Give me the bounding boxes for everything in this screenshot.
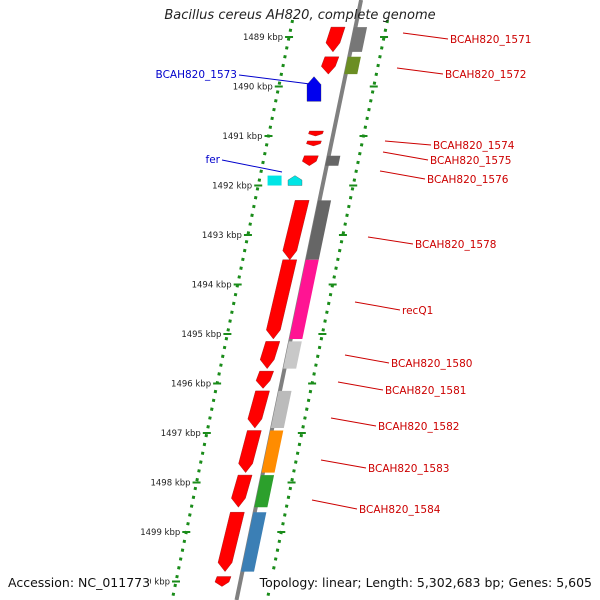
gene-arrow-left[interactable]	[287, 175, 303, 186]
gene-label-left[interactable]: fer	[206, 154, 221, 166]
gene-label-right[interactable]: BCAH820_1576	[427, 174, 509, 186]
gene-label-leader	[367, 236, 414, 245]
gene-label-leader	[311, 499, 358, 510]
gene-annotation-bar	[289, 259, 319, 339]
accession-text: Accession: NC_011773	[8, 575, 151, 591]
gene-label-leader	[221, 159, 283, 173]
gene-label-leader	[396, 67, 444, 75]
gene-annotation-bar	[305, 200, 332, 260]
gene-annotation-bar	[241, 512, 267, 572]
gene-arrow-right[interactable]	[325, 26, 346, 53]
gene-label-leader	[238, 74, 311, 85]
gene-label-right[interactable]: BCAH820_1574	[433, 140, 515, 152]
gene-arrow-right[interactable]	[238, 430, 262, 473]
kbp-tick-label: 1490 kbp	[233, 83, 273, 93]
gene-label-leader	[379, 170, 426, 180]
gene-annotation-bar	[270, 390, 292, 429]
kbp-tick-label: 1499 kbp	[140, 528, 180, 538]
kbp-tick-label: 1498 kbp	[150, 479, 190, 489]
gene-label-right[interactable]: BCAH820_1584	[359, 504, 441, 516]
gene-arrow-right[interactable]	[266, 259, 298, 340]
gene-annotation-bar	[325, 155, 341, 166]
kbp-tick-label: 1496 kbp	[171, 380, 211, 390]
gene-arrow-right[interactable]	[306, 140, 322, 147]
gene-annotation-bar	[283, 341, 302, 369]
gene-arrow-left[interactable]	[306, 76, 322, 102]
gene-label-left[interactable]: BCAH820_1573	[156, 69, 237, 81]
gene-label-leader	[337, 381, 384, 391]
gene-arrow-right[interactable]	[308, 130, 324, 137]
gene-label-right[interactable]: BCAH820_1582	[378, 421, 459, 433]
topology-stats-text: Topology: linear; Length: 5,302,683 bp; …	[259, 575, 592, 591]
gene-feature-box	[267, 175, 282, 186]
gene-arrow-right[interactable]	[259, 341, 281, 369]
gene-label-leader	[354, 301, 401, 311]
kbp-tick-label: 1493 kbp	[202, 231, 242, 241]
gene-label-right[interactable]: BCAH820_1571	[450, 34, 531, 46]
gene-label-right[interactable]: BCAH820_1575	[430, 155, 511, 167]
kbp-tick-label: 1495 kbp	[181, 330, 221, 340]
gene-arrow-right[interactable]	[282, 200, 310, 261]
gene-label-right[interactable]: BCAH820_1581	[385, 385, 466, 397]
gene-label-leader	[402, 32, 449, 40]
gene-arrow-right[interactable]	[255, 370, 274, 389]
gene-label-leader	[344, 354, 390, 364]
gene-label-right[interactable]: recQ1	[402, 305, 433, 317]
kbp-tick-label: 1492 kbp	[212, 182, 252, 192]
kbp-tick-label: 1494 kbp	[192, 281, 232, 291]
gene-arrow-right[interactable]	[302, 155, 319, 166]
gene-label-right[interactable]: BCAH820_1572	[445, 69, 526, 81]
gene-arrow-right[interactable]	[321, 56, 340, 75]
gene-label-leader	[384, 140, 432, 146]
gene-annotation-bar	[344, 56, 361, 75]
gene-arrow-right[interactable]	[217, 512, 245, 572]
gene-label-right[interactable]: BCAH820_1583	[368, 463, 449, 475]
gene-label-leader	[330, 417, 377, 427]
gene-label-right[interactable]: BCAH820_1580	[391, 358, 472, 370]
gene-label-right[interactable]: BCAH820_1578	[415, 239, 496, 251]
gene-annotation-bar	[254, 475, 275, 508]
gene-arrow-right[interactable]	[247, 390, 270, 429]
gene-annotation-bar	[348, 27, 368, 52]
gene-arrow-right[interactable]	[214, 576, 232, 587]
kbp-tick-label: 1491 kbp	[222, 132, 262, 142]
gene-annotation-bar	[261, 430, 284, 473]
gene-arrow-right[interactable]	[231, 474, 253, 508]
kbp-tick-label: 1489 kbp	[243, 33, 283, 43]
kbp-tick-label: 1497 kbp	[161, 429, 201, 439]
gene-label-leader	[382, 151, 429, 161]
gene-label-leader	[320, 459, 367, 469]
genome-title: Bacillus cereus AH820, complete genome	[164, 8, 436, 23]
